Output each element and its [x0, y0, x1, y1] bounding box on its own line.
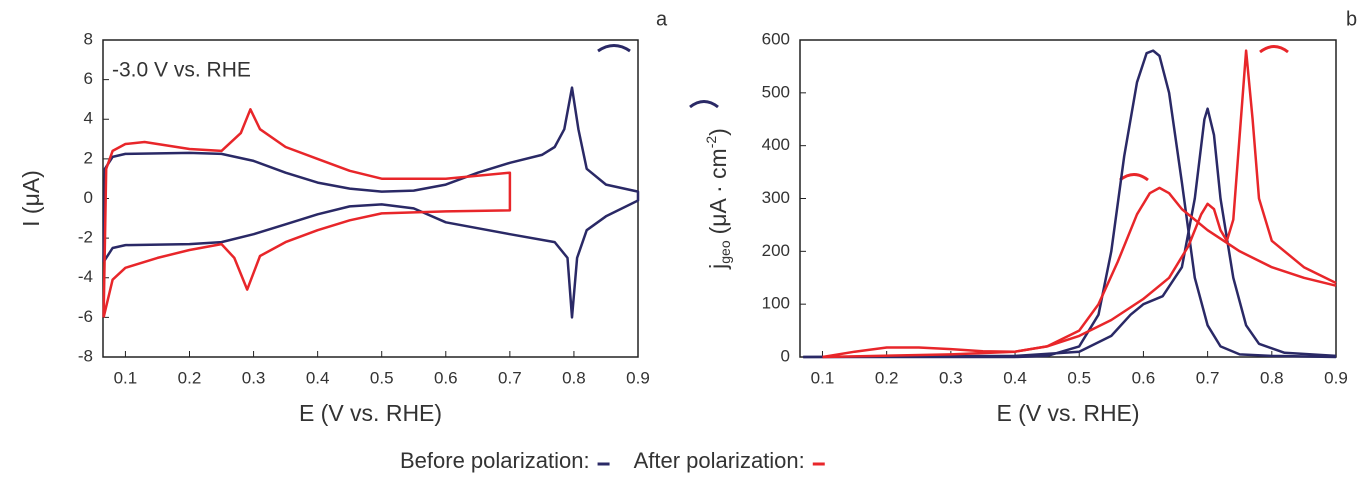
legend-label: After polarization:	[634, 448, 805, 473]
y-tick-label: -4	[78, 267, 93, 286]
y-tick-label: -2	[78, 228, 93, 247]
y-tick-label: 500	[762, 82, 790, 101]
arrows	[597, 44, 719, 109]
x-tick-label: 0.4	[306, 368, 330, 387]
y-axis-label-part: (μA · cm	[705, 148, 731, 234]
y-tick-label: 0	[84, 188, 93, 207]
plot-frame	[799, 39, 1337, 358]
data-line	[822, 49, 1337, 359]
y-axis-label: jgeo (μA · cm-2)	[703, 128, 733, 270]
x-tick-label: 0.1	[114, 368, 138, 387]
y-tick-label: -6	[78, 307, 93, 326]
arrow	[1259, 45, 1289, 54]
annotation: -3.0 V vs. RHE	[112, 59, 251, 82]
y-axis-label-part: -2	[703, 136, 719, 149]
x-tick-label: 0.8	[1260, 368, 1284, 387]
y-tick-label: -8	[78, 346, 93, 365]
x-axis-label: E (V vs. RHE)	[299, 400, 442, 426]
x-tick-label: 0.6	[1132, 368, 1156, 387]
x-tick-label: 0.2	[178, 368, 202, 387]
y-axis-label: I (μA)	[18, 170, 44, 227]
x-tick-label: 0.9	[1324, 368, 1348, 387]
x-axis-label: E (V vs. RHE)	[996, 400, 1139, 426]
y-tick-label: 0	[781, 346, 790, 365]
data-line	[803, 107, 1337, 359]
data-line	[803, 49, 1337, 359]
x-tick-label: 0.3	[939, 368, 963, 387]
y-tick-label: 100	[762, 294, 790, 313]
legend: Before polarization: After polarization:	[400, 448, 825, 473]
y-axis-label-part: )	[705, 128, 731, 136]
y-tick-label: 6	[84, 69, 93, 88]
x-tick-label: 0.7	[498, 368, 522, 387]
x-tick-label: 0.8	[562, 368, 586, 387]
y-tick-label: 2	[84, 148, 93, 167]
panel-label: b	[1346, 8, 1357, 30]
x-tick-label: 0.5	[1067, 368, 1091, 387]
data-line	[102, 86, 640, 319]
arrow	[1119, 173, 1149, 182]
x-tick-label: 0.9	[626, 368, 650, 387]
x-tick-label: 0.5	[370, 368, 394, 387]
y-axis-label-part: geo	[717, 240, 733, 264]
x-tick-label: 0.7	[1196, 368, 1220, 387]
y-tick-label: 200	[762, 241, 790, 260]
x-tick-label: 0.1	[811, 368, 835, 387]
data-line	[822, 186, 1337, 359]
y-tick-label: 300	[762, 188, 790, 207]
plot-frame	[102, 39, 639, 358]
y-tick-label: 400	[762, 135, 790, 154]
y-tick-label: 600	[762, 29, 790, 48]
data-line	[102, 108, 512, 318]
x-tick-label: 0.3	[242, 368, 266, 387]
x-tick-label: 0.2	[875, 368, 899, 387]
y-tick-label: 4	[84, 109, 93, 128]
x-tick-label: 0.4	[1003, 368, 1027, 387]
y-tick-label: 8	[84, 29, 93, 48]
legend-label: Before polarization:	[400, 448, 590, 473]
x-tick-label: 0.6	[434, 368, 458, 387]
panel-label: a	[656, 8, 668, 30]
y-axis-label-part: j	[705, 264, 731, 270]
